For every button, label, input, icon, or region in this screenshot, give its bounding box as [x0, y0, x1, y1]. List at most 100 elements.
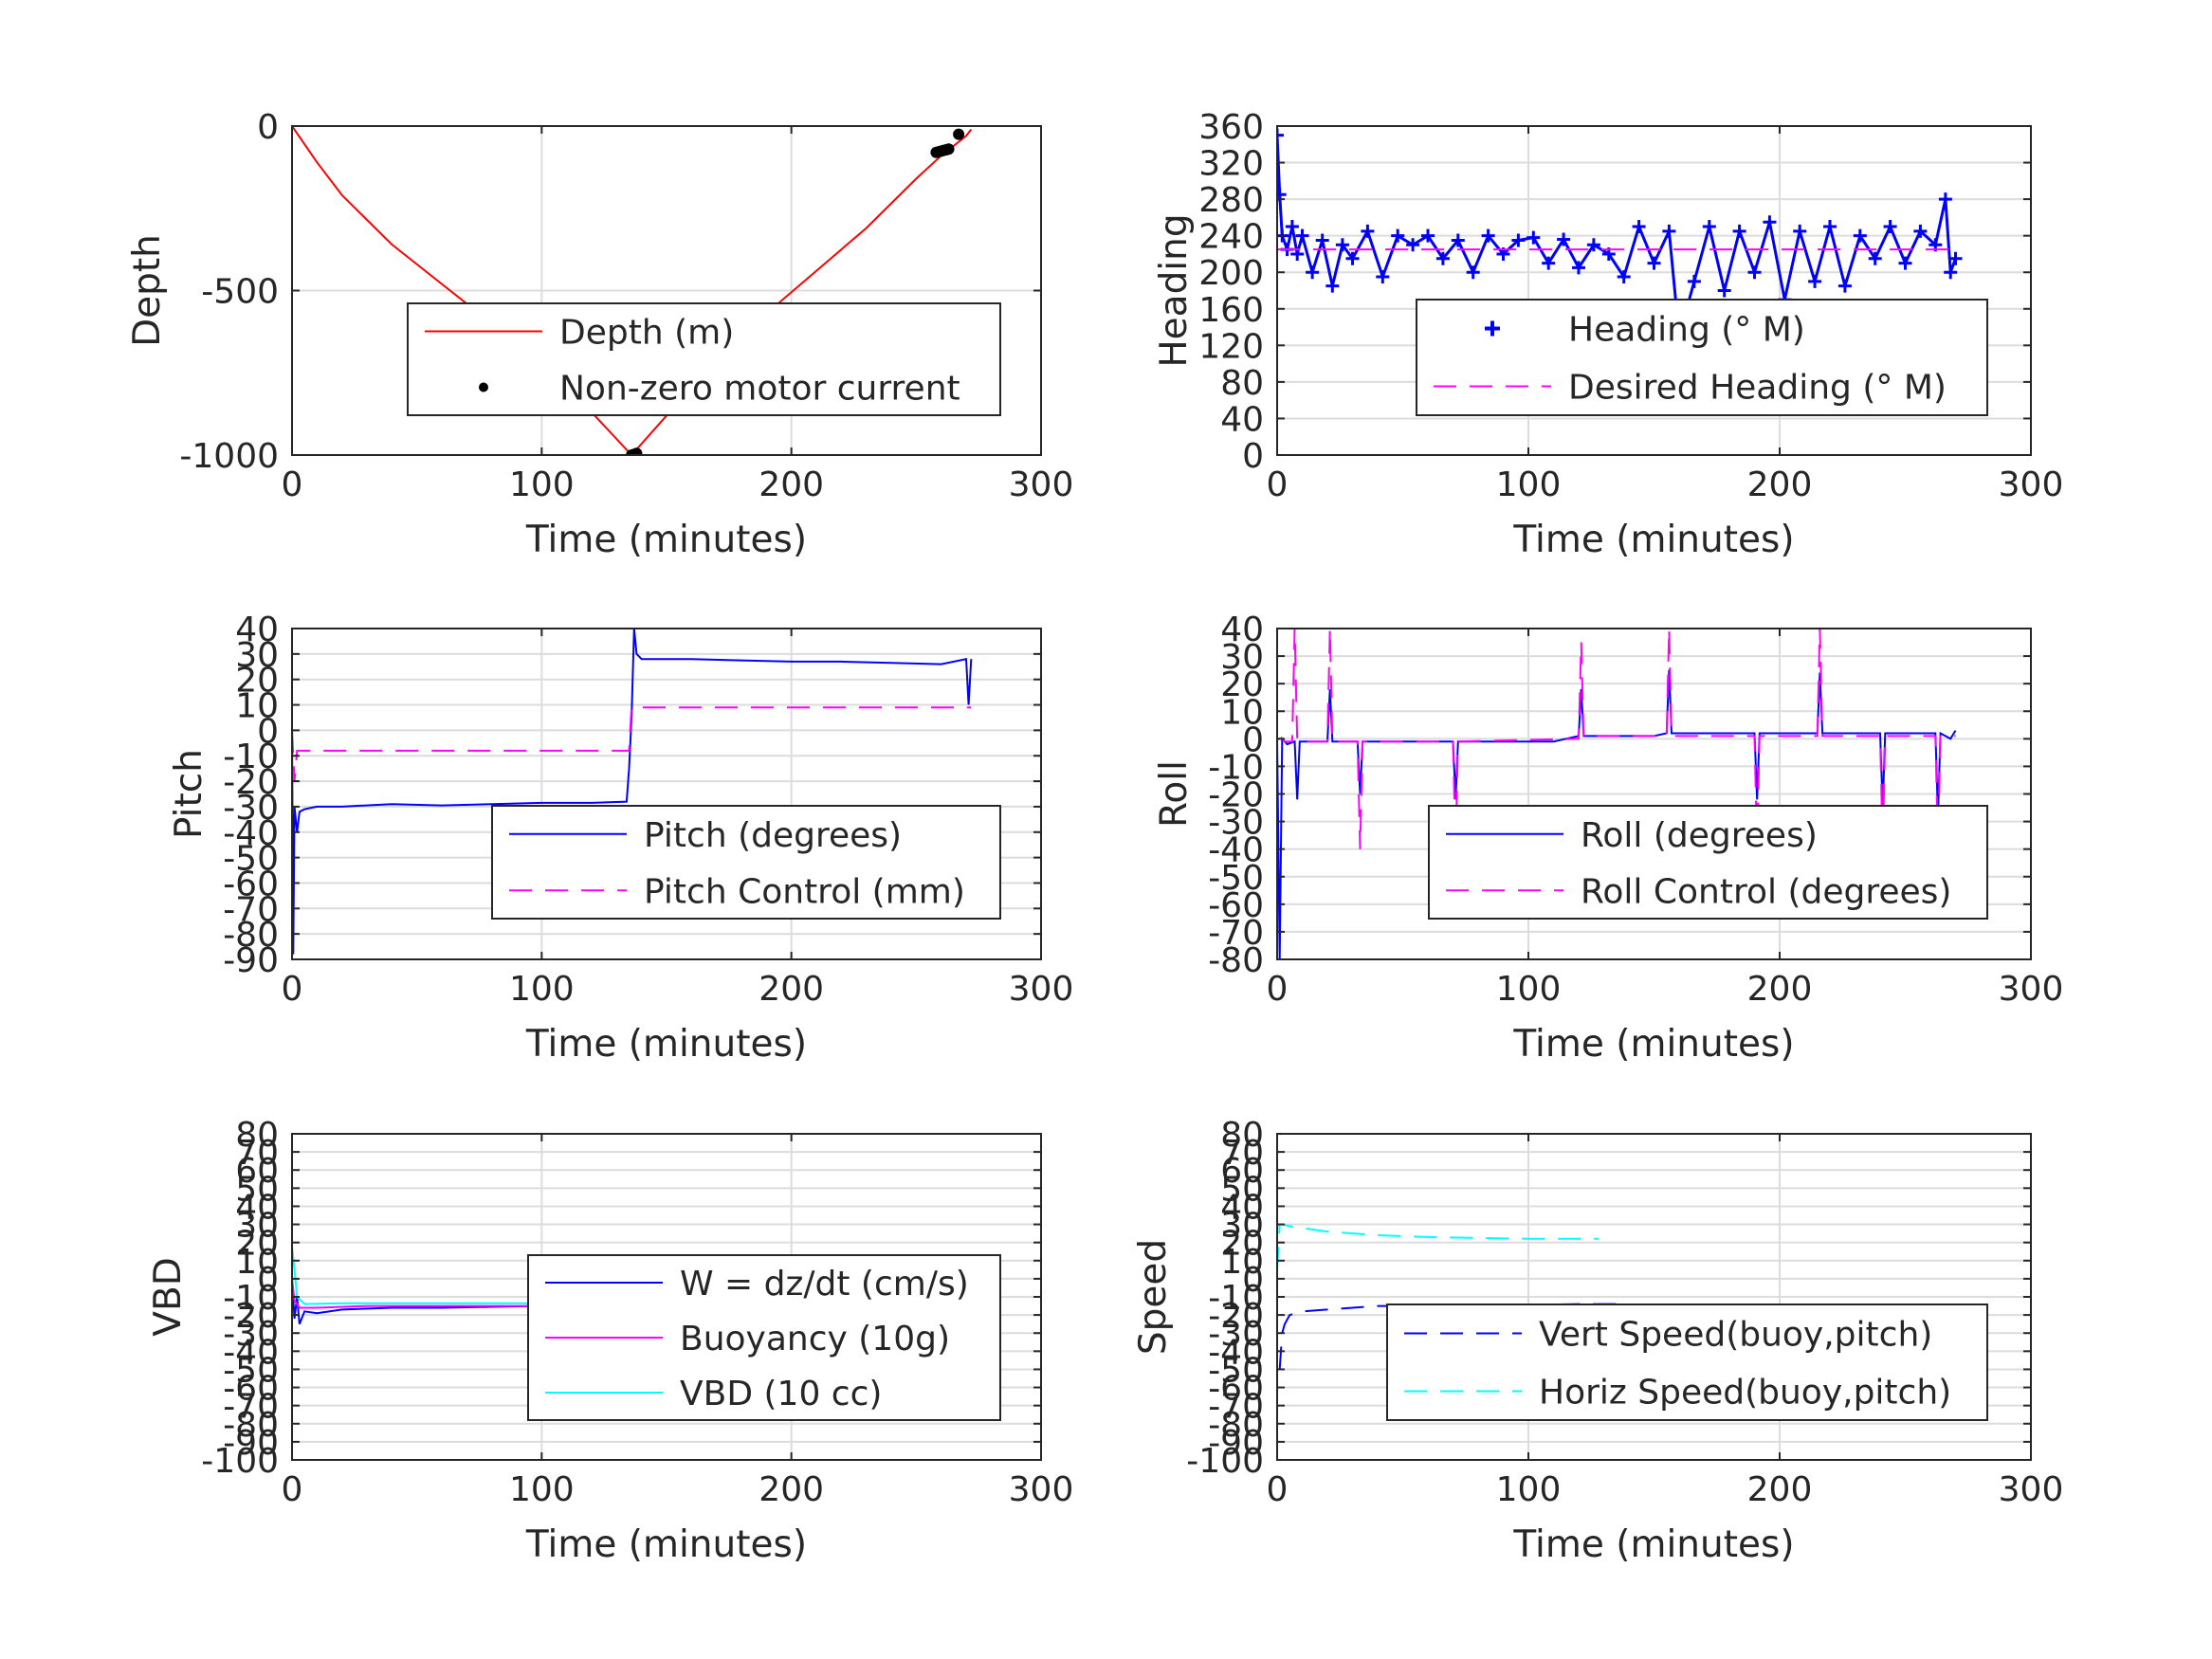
- chart-panel-6: 0 100 200 30080706050403020100-10-20-30-40-…: [1132, 1116, 2063, 1566]
- y-tick-label: -20: [223, 1297, 279, 1336]
- y-tick-label: -20: [1208, 1297, 1264, 1336]
- y-tick-label: 60: [235, 1152, 279, 1191]
- y-tick-label: 0: [1242, 1261, 1264, 1300]
- x-tick-label: 100: [509, 465, 575, 504]
- y-tick-label: 70: [235, 1134, 279, 1173]
- legend-box: [1428, 805, 1988, 920]
- series-group: [1277, 128, 1963, 343]
- y-tick-label: -30: [223, 1315, 279, 1354]
- series-point: [1717, 283, 1731, 298]
- x-tick-label: 300: [1009, 1470, 1074, 1509]
- y-tick-label: 30: [1220, 638, 1264, 677]
- series-point: [1306, 265, 1320, 280]
- y-tick-label: 50: [1220, 1170, 1264, 1209]
- y-tick-label: -20: [223, 763, 279, 802]
- x-tick-label: 200: [1747, 465, 1813, 504]
- series-line-2: [292, 706, 972, 782]
- y-tick-label: -50: [1208, 859, 1264, 898]
- legend-label: Roll Control (degrees): [1581, 872, 1951, 911]
- y-tick-label: -80: [1208, 941, 1264, 980]
- series-point: [1295, 228, 1309, 243]
- series-point: [1376, 270, 1390, 284]
- y-tick-label: 20: [235, 1225, 279, 1264]
- legend-box: [1386, 1304, 1988, 1421]
- y-tick-label: -100: [201, 1442, 279, 1481]
- y-axis-label: Depth: [126, 234, 169, 347]
- x-tick-label: 200: [759, 1470, 824, 1509]
- legend-label: Depth (m): [559, 314, 734, 353]
- x-tick-label: 100: [1496, 970, 1562, 1009]
- legend: Pitch (degrees) Pitch Control (mm): [491, 805, 1001, 920]
- legend-label: VBD (10 cc): [680, 1375, 882, 1413]
- series-point: [1511, 233, 1526, 247]
- y-tick-label: -80: [1208, 1406, 1264, 1445]
- series-line-1: [292, 629, 973, 955]
- y-tick-label: 360: [1198, 108, 1264, 147]
- series-point: [1572, 261, 1585, 275]
- y-tick-label: -70: [223, 890, 279, 929]
- series-point: [1687, 274, 1701, 288]
- x-axis-label: Time (minutes): [525, 1023, 807, 1066]
- y-tick-label: 80: [1220, 1116, 1264, 1155]
- legend-label: Roll (degrees): [1581, 816, 1818, 855]
- series-point: [1435, 251, 1450, 265]
- chart-panel-5: 0 100 200 30080706050403020100-10-20-30-40-…: [147, 1116, 1073, 1566]
- y-tick-label: -50: [223, 840, 279, 879]
- y-tick-label: -500: [201, 273, 279, 312]
- legend-box: [491, 805, 1001, 920]
- series-group: [292, 126, 973, 455]
- y-tick-label: -10: [223, 738, 279, 776]
- series-point: [1345, 251, 1360, 265]
- series-group: [292, 629, 973, 955]
- legend: W = dz/dt (cm/s) Buoyancy (10g) VBD (10 cc…: [527, 1254, 1001, 1421]
- legend: Roll (degrees) Roll Control (degrees): [1428, 805, 1988, 920]
- y-tick-label: -40: [223, 814, 279, 853]
- legend-label: Vert Speed(buoy,pitch): [1539, 1316, 1932, 1355]
- x-tick-label: 100: [509, 1470, 575, 1509]
- x-tick-label: 0: [282, 1470, 303, 1509]
- y-tick-label: -60: [1208, 1370, 1264, 1409]
- series-point: [1421, 228, 1435, 243]
- x-tick-label: 100: [1496, 465, 1562, 504]
- y-axis-label: Speed: [1132, 1239, 1175, 1355]
- y-tick-label: 0: [257, 108, 279, 147]
- y-tick-label: 40: [235, 611, 279, 649]
- y-tick-label: -90: [1208, 1424, 1264, 1463]
- series-point: [1808, 274, 1822, 288]
- y-tick-label: 80: [235, 1116, 279, 1155]
- y-tick-label: -80: [223, 916, 279, 955]
- x-tick-label: 200: [759, 465, 824, 504]
- x-tick-label: 0: [1267, 970, 1289, 1009]
- y-tick-label: 60: [1220, 1152, 1264, 1191]
- legend-swatch: [1485, 320, 1500, 337]
- series-point: [1277, 128, 1284, 142]
- chart-panel-4: 0 100 200 300403020100-10-20-30-40-50-60-70…: [1153, 611, 2063, 1066]
- series-point: [1617, 270, 1631, 284]
- series-line-1: [1277, 135, 1957, 337]
- y-tick-label: -60: [223, 865, 279, 903]
- y-tick-label: -40: [1208, 831, 1264, 870]
- y-tick-label: 70: [1220, 1134, 1264, 1173]
- x-tick-label: 300: [1009, 970, 1074, 1009]
- y-tick-label: 40: [235, 1188, 279, 1227]
- y-tick-label: 0: [257, 712, 279, 751]
- y-tick-label: 30: [235, 636, 279, 675]
- y-tick-label: 20: [1220, 665, 1264, 704]
- y-tick-label: 240: [1198, 218, 1264, 257]
- x-tick-label: 300: [1999, 465, 2064, 504]
- x-tick-label: 200: [759, 970, 824, 1009]
- y-tick-label: 0: [257, 1261, 279, 1300]
- y-tick-label: 20: [235, 662, 279, 701]
- series-point: [1335, 238, 1349, 252]
- series-point: [1898, 256, 1912, 270]
- x-tick-label: 0: [282, 970, 303, 1009]
- y-tick-label: -50: [223, 1351, 279, 1390]
- y-tick-label: -90: [223, 1424, 279, 1463]
- x-tick-label: 200: [1747, 970, 1813, 1009]
- y-tick-label: 0: [1242, 437, 1264, 476]
- series-point: [1662, 224, 1676, 238]
- y-tick-label: 0: [1242, 720, 1264, 759]
- y-tick-label: -10: [1208, 748, 1264, 787]
- y-tick-label: 40: [1220, 400, 1264, 439]
- y-tick-label: -20: [1208, 776, 1264, 815]
